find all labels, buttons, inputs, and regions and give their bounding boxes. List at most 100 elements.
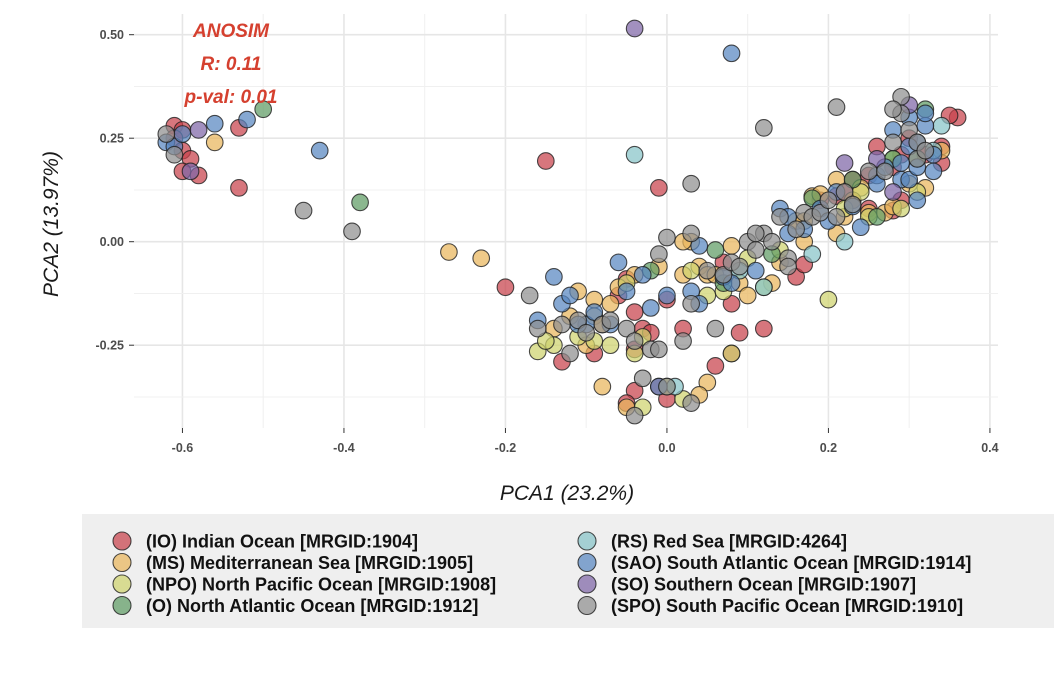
data-point [722,344,741,363]
x-tick-label: -0.6 [172,441,194,455]
data-point [173,125,192,143]
data-point [536,152,555,170]
data-point [868,150,886,168]
data-point [746,224,765,243]
data-point [440,243,458,261]
anosim-r-value: R: 0.11 [201,54,262,75]
data-point [884,183,902,201]
data-point [553,315,571,334]
x-tick-label: 0.2 [820,441,837,455]
data-point [722,294,741,313]
data-point [932,116,951,135]
data-point [674,332,692,350]
x-tick-label: 0.0 [658,441,675,455]
data-point [633,265,652,284]
grid-lines [134,14,998,428]
data-point [859,162,878,181]
legend-label: (RS) Red Sea [MRGID:4264] [611,532,847,552]
data-point [625,145,644,164]
anosim-label: ANOSIM [192,21,270,42]
data-point [585,303,604,321]
legend-swatch [112,574,132,594]
data-point [528,319,547,338]
series-7 [157,87,935,425]
data-point [625,303,644,321]
data-point [803,245,822,263]
data-point [593,377,612,396]
data-point [868,208,886,226]
data-point [763,232,781,251]
data-point [230,179,248,197]
data-point [165,145,184,164]
data-point [787,220,805,239]
data-point [577,323,596,342]
data-point [625,381,644,400]
data-point [754,319,773,338]
data-point [916,104,935,123]
y-tick-label: -0.25 [96,339,125,353]
data-point [835,232,854,251]
data-point [835,183,854,201]
data-point [633,369,652,388]
data-point [876,162,894,181]
data-point [601,294,620,313]
data-point [625,406,644,425]
data-point [650,245,668,263]
data-point [310,141,329,160]
data-point [569,311,587,330]
data-point [545,268,563,286]
data-point [205,133,224,152]
data-point [682,174,701,193]
legend-item: (NPO) North Pacific Ocean [MRGID:1908] [112,574,496,595]
y-axis-title: PCA2 (13.97%) [40,151,63,297]
data-point [690,236,709,255]
x-axis-title: PCA1 (23.2%) [500,482,634,505]
x-tick-label: -0.4 [333,441,355,455]
data-point [617,282,636,301]
data-point [181,162,200,181]
data-point [746,241,765,259]
data-point [843,195,862,214]
data-point [601,311,620,330]
data-point [868,174,886,193]
legend-label: (SAO) South Atlantic Ocean [MRGID:1914] [611,553,971,573]
data-point [900,121,919,139]
data-point [892,199,910,218]
data-point [520,286,539,305]
data-point [561,344,579,363]
data-point [698,373,717,392]
data-point [827,98,846,116]
data-point [738,286,757,305]
legend: (IO) Indian Ocean [MRGID:1904](MS) Medit… [112,531,971,616]
legend-swatch [112,552,132,573]
data-point [496,278,515,297]
data-point [561,286,579,305]
data-point [916,141,935,160]
x-tick-labels: -0.6 -0.4 -0.2 0.0 0.2 0.4 [172,428,999,455]
data-point [851,218,870,237]
data-point [843,170,862,189]
data-point [730,257,749,276]
legend-label: (O) North Atlantic Ocean [MRGID:1912] [146,596,478,616]
anosim-annotation: ANOSIM R: 0.11 p-val: 0.01 [184,21,278,108]
data-point [189,121,208,139]
data-point [714,265,733,284]
legend-item: (SPO) South Pacific Ocean [MRGID:1910] [577,595,963,616]
data-point [351,193,369,212]
legend-item: (RS) Red Sea [MRGID:4264] [577,531,847,552]
legend-item: (SAO) South Atlantic Ocean [MRGID:1914] [577,552,971,573]
data-point [706,357,725,375]
data-point [827,208,846,226]
legend-swatch [577,552,597,573]
data-point [754,118,773,137]
legend-swatch [112,531,132,551]
data-point [884,100,902,119]
legend-label: (SPO) South Pacific Ocean [MRGID:1910] [611,596,963,616]
data-point [706,319,725,338]
data-point [884,133,902,152]
data-point [617,319,636,338]
series-0 [165,106,967,413]
data-point [900,170,919,189]
x-tick-label: -0.2 [495,441,517,455]
